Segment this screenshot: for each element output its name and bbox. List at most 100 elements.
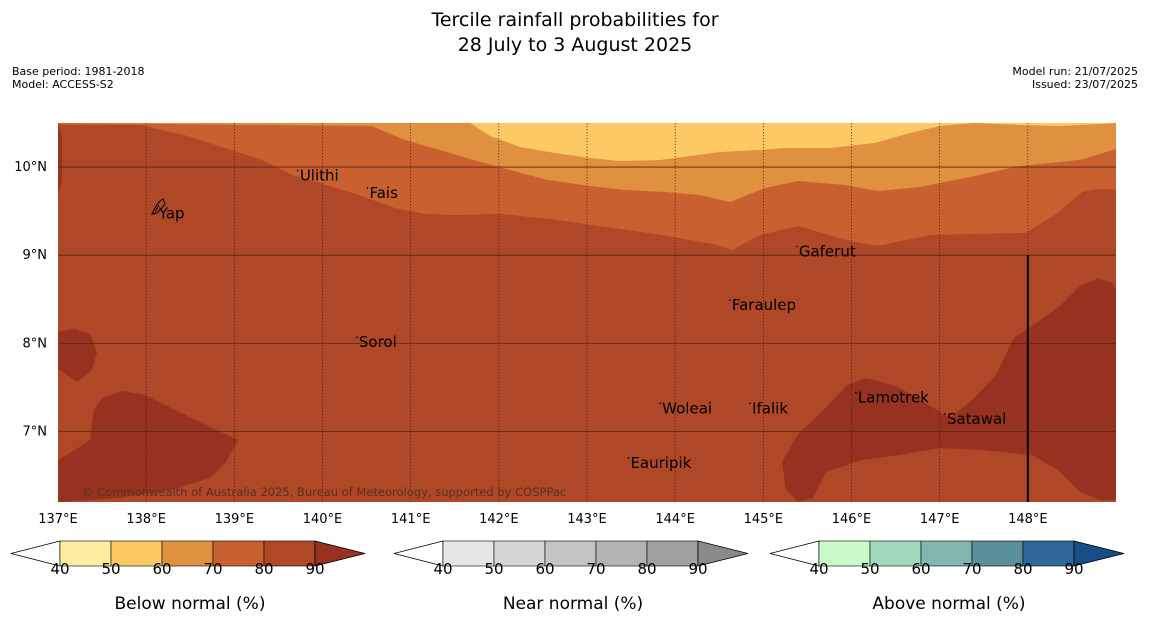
colorbar-tick-label: 40 [50, 560, 70, 578]
graticule [58, 123, 1116, 502]
place-marker [729, 299, 731, 301]
place-marker [297, 169, 299, 172]
lon-tick-label: 148°E [1008, 512, 1048, 527]
colorbar-swatch [920, 540, 973, 567]
colorbar-below-normal: Below normal (%) 40 50 60 70 80 90 [10, 538, 370, 628]
map-axes: 137°E 138°E 139°E 140°E 141°E 142°E 143°E 144°E… [14, 160, 1047, 527]
lon-tick-label: 145°E [744, 512, 784, 527]
colorbar-near-normal-swatches [393, 540, 749, 567]
place-label: Gaferut [799, 242, 856, 260]
lon-tick-label: 142°E [479, 512, 519, 527]
lat-tick-label: 10°N [14, 160, 47, 175]
copyright-text: © Commonwealth of Australia 2025, Bureau… [82, 485, 566, 499]
colorbar-tick-label: 70 [203, 560, 223, 578]
colorbar-tick-label: 40 [433, 560, 453, 578]
colorbar-tick-label: 60 [152, 560, 172, 578]
colorbar-swatch [110, 540, 163, 567]
colorbar-tick-label: 60 [911, 560, 931, 578]
colorbar-below-normal-swatches [10, 540, 366, 567]
title-line-1: Tercile rainfall probabilities for [431, 9, 719, 31]
map-title: Tercile rainfall probabilities for 28 Ju… [0, 8, 1150, 58]
colorbar-swatch [263, 540, 316, 567]
place-label: Satawal [947, 410, 1006, 428]
colorbar-swatch [646, 540, 699, 567]
field-50-60 [470, 123, 1116, 161]
place-marker [356, 336, 358, 338]
field-sw-dark-1 [58, 329, 97, 382]
base-period-text: Base period: 1981-2018 [12, 65, 145, 78]
colorbar-swatch [493, 540, 546, 567]
place-label: Sorol [359, 333, 397, 351]
issued-text: Issued: 23/07/2025 [1031, 78, 1138, 91]
lon-tick-label: 139°E [215, 512, 255, 527]
place-marker [627, 457, 630, 459]
field-west-dark [58, 123, 62, 195]
place-label: Lamotrek [858, 389, 929, 407]
colorbar-swatch [971, 540, 1024, 567]
lon-tick-label: 144°E [655, 512, 695, 527]
place-label: Ifalik [752, 399, 788, 417]
place-label: Fais [369, 184, 398, 202]
lat-tick-label: 9°N [23, 248, 48, 263]
colorbar-near-normal-label: Near normal (%) [502, 594, 644, 614]
colorbar-tick-label: 90 [305, 560, 325, 578]
lat-tick-label: 8°N [23, 336, 48, 351]
meta-right: Model run: 21/07/2025 Issued: 23/07/2025 [1012, 65, 1138, 91]
colorbar-tick-label: 50 [484, 560, 504, 578]
colorbar-swatch [442, 540, 495, 567]
colorbar-extend-high [1073, 540, 1125, 567]
lon-tick-label: 137°E [38, 512, 78, 527]
colorbar-tick-label: 70 [586, 560, 606, 578]
place-label: Faraulep [732, 296, 796, 314]
place-marker [855, 391, 857, 394]
colorbar-extend-high [697, 540, 749, 567]
colorbar-above-normal: Above normal (%) 40 50 60 70 80 90 [769, 538, 1129, 628]
colorbar-swatch [544, 540, 597, 567]
colorbar-swatch [161, 540, 214, 567]
colorbar-tick-label: 80 [254, 560, 274, 578]
place-label: Ulithi [300, 167, 339, 185]
title-line-2: 28 July to 3 August 2025 [457, 34, 693, 56]
lon-tick-label: 147°E [920, 512, 960, 527]
colorbar-above-normal-label: Above normal (%) [872, 594, 1026, 614]
meta-left: Base period: 1981-2018 Model: ACCESS-S2 [12, 65, 144, 91]
place-marker [796, 245, 798, 248]
place-marker [749, 402, 751, 405]
colorbar-swatch [1022, 540, 1075, 567]
place-marker [155, 207, 158, 210]
field-east-dark [782, 278, 1116, 502]
colorbar-tick-label: 80 [1013, 560, 1033, 578]
place-marker [366, 187, 369, 190]
place-label: Eauripik [630, 454, 691, 472]
colorbar-near-normal: Near normal (%) 40 50 60 70 80 90 [393, 538, 753, 628]
probability-map: Ulithi Fais Yap Gaferut Faraulep Sorol Lamotre… [14, 123, 1116, 527]
colorbar-tick-label: 80 [637, 560, 657, 578]
colorbar-above-normal-swatches [769, 540, 1125, 567]
colorbar-swatch [595, 540, 648, 567]
lon-tick-label: 138°E [126, 512, 166, 527]
place-label: Yap [158, 204, 185, 222]
colorbar-tick-label: 50 [860, 560, 880, 578]
colorbar-swatch [59, 540, 112, 567]
model-run-text: Model run: 21/07/2025 [1012, 65, 1138, 78]
field-sw-dark-2 [58, 391, 238, 502]
model-text: Model: ACCESS-S2 [12, 78, 114, 91]
place-marker [659, 402, 661, 405]
place-labels: Ulithi Fais Yap Gaferut Faraulep Sorol Lamotre… [155, 167, 1006, 472]
place-marker [944, 413, 946, 415]
colorbar-below-normal-label: Below normal (%) [114, 594, 266, 614]
colorbar-tick-label: 50 [101, 560, 121, 578]
lat-tick-label: 7°N [23, 424, 48, 439]
colorbar-tick-label: 60 [535, 560, 555, 578]
colorbar-tick-label: 90 [1064, 560, 1084, 578]
lon-tick-label: 140°E [303, 512, 343, 527]
colorbar-tick-label: 40 [809, 560, 829, 578]
lon-tick-label: 146°E [832, 512, 872, 527]
colorbar-tick-label: 90 [688, 560, 708, 578]
colorbar-extend-high [314, 540, 366, 567]
colorbar-tick-label: 70 [962, 560, 982, 578]
colorbar-swatch [869, 540, 922, 567]
place-label: Woleai [662, 399, 712, 417]
lon-tick-label: 143°E [567, 512, 607, 527]
lon-tick-label: 141°E [391, 512, 431, 527]
